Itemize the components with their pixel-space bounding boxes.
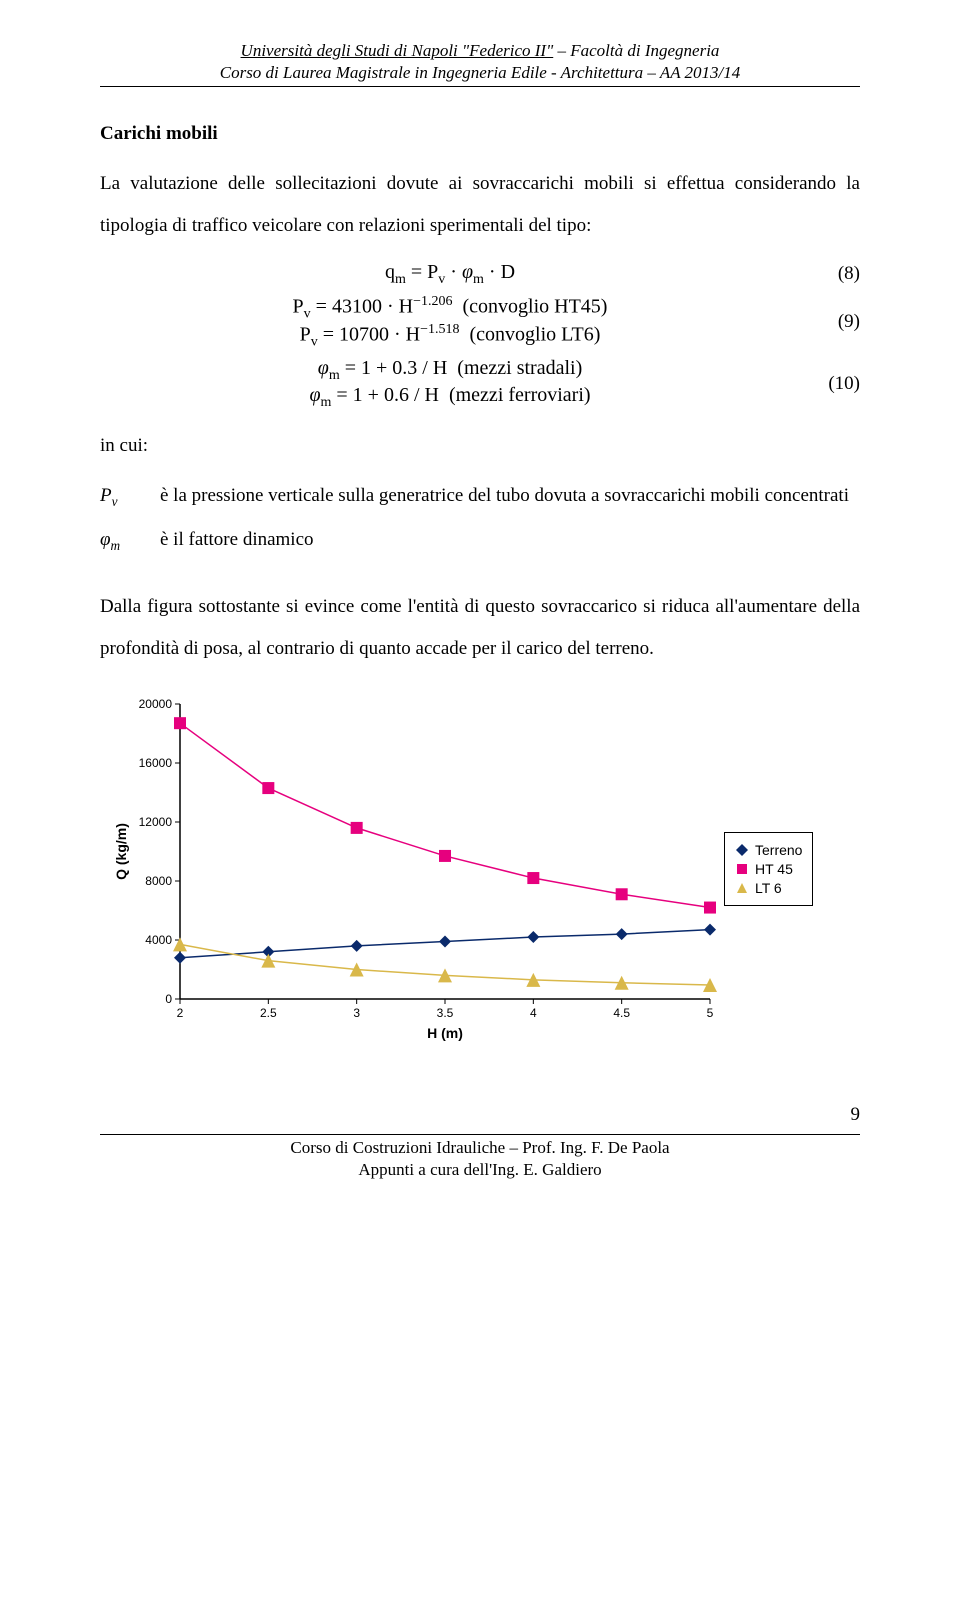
svg-text:2.5: 2.5 — [260, 1006, 277, 1020]
footer-line-2: Appunti a cura dell'Ing. E. Galdiero — [100, 1159, 860, 1181]
legend-terreno: Terreno — [735, 842, 802, 858]
header-university: Università degli Studi di Napoli "Federi… — [241, 41, 554, 60]
svg-text:16000: 16000 — [139, 756, 173, 770]
header-line-1: Università degli Studi di Napoli "Federi… — [100, 40, 860, 62]
def-pv: Pv è la pressione verticale sulla genera… — [100, 475, 860, 517]
svg-text:5: 5 — [707, 1006, 714, 1020]
chart-legend: Terreno HT 45 LT 6 — [724, 832, 813, 906]
page-footer: 9 Corso di Costruzioni Idrauliche – Prof… — [100, 1134, 860, 1181]
legend-terreno-label: Terreno — [755, 842, 802, 858]
page: Università degli Studi di Napoli "Federi… — [0, 0, 960, 1221]
square-icon — [735, 862, 749, 876]
def-pv-text: è la pressione verticale sulla generatri… — [160, 475, 860, 517]
legend-lt6-label: LT 6 — [755, 880, 782, 896]
legend-lt6: LT 6 — [735, 880, 802, 896]
footer-line-1: Corso di Costruzioni Idrauliche – Prof. … — [100, 1137, 860, 1159]
svg-text:Q (kg/m): Q (kg/m) — [113, 823, 129, 880]
page-header: Università degli Studi di Napoli "Federi… — [100, 40, 860, 87]
paragraph-2: Dalla figura sottostante si evince come … — [100, 586, 860, 670]
svg-text:20000: 20000 — [139, 697, 173, 711]
equation-8: qm = Pv · φm · D — [100, 261, 800, 288]
equation-9: Pv = 43100 · H−1.206 (convoglio HT45) Pv… — [100, 294, 800, 351]
svg-text:H (m): H (m) — [427, 1025, 463, 1041]
diamond-icon — [735, 843, 749, 857]
svg-text:3: 3 — [353, 1006, 360, 1020]
equation-10-number: (10) — [800, 373, 860, 395]
svg-text:0: 0 — [165, 992, 172, 1006]
equation-8-row: qm = Pv · φm · D (8) — [100, 261, 860, 288]
in-cui-label: in cui: — [100, 425, 860, 467]
legend-ht45-label: HT 45 — [755, 861, 793, 877]
header-faculty: – Facoltà di Ingegneria — [553, 41, 719, 60]
def-phi-text: è il fattore dinamico — [160, 519, 860, 561]
svg-text:4: 4 — [530, 1006, 537, 1020]
equation-block: qm = Pv · φm · D (8) Pv = 43100 · H−1.20… — [100, 261, 860, 411]
svg-text:8000: 8000 — [145, 874, 172, 888]
chart-container: 0 4000 8000 12000 16000 20000 2 2.5 3 3.5 4 4.5 5 H (… — [110, 694, 850, 1044]
def-pv-symbol: Pv — [100, 475, 160, 517]
header-line-2: Corso di Laurea Magistrale in Ingegneria… — [100, 62, 860, 84]
equation-10: φm = 1 + 0.3 / H (mezzi stradali) φm = 1… — [100, 357, 800, 411]
load-depth-chart: 0 4000 8000 12000 16000 20000 2 2.5 3 3.5 4 4.5 5 H (… — [110, 694, 720, 1044]
equation-9-number: (9) — [800, 311, 860, 333]
svg-text:4000: 4000 — [145, 933, 172, 947]
equation-10-row: φm = 1 + 0.3 / H (mezzi stradali) φm = 1… — [100, 357, 860, 411]
definition-list: Pv è la pressione verticale sulla genera… — [100, 475, 860, 561]
equation-8-number: (8) — [800, 263, 860, 285]
page-number: 9 — [851, 1103, 861, 1128]
svg-text:3.5: 3.5 — [437, 1006, 454, 1020]
svg-text:4.5: 4.5 — [613, 1006, 630, 1020]
paragraph-1: La valutazione delle sollecitazioni dovu… — [100, 163, 860, 247]
def-phi: φm è il fattore dinamico — [100, 519, 860, 561]
equation-9-row: Pv = 43100 · H−1.206 (convoglio HT45) Pv… — [100, 294, 860, 351]
legend-ht45: HT 45 — [735, 861, 802, 877]
def-phi-symbol: φm — [100, 519, 160, 561]
svg-text:2: 2 — [177, 1006, 184, 1020]
section-title: Carichi mobili — [100, 123, 860, 145]
triangle-icon — [735, 881, 749, 895]
svg-text:12000: 12000 — [139, 815, 173, 829]
